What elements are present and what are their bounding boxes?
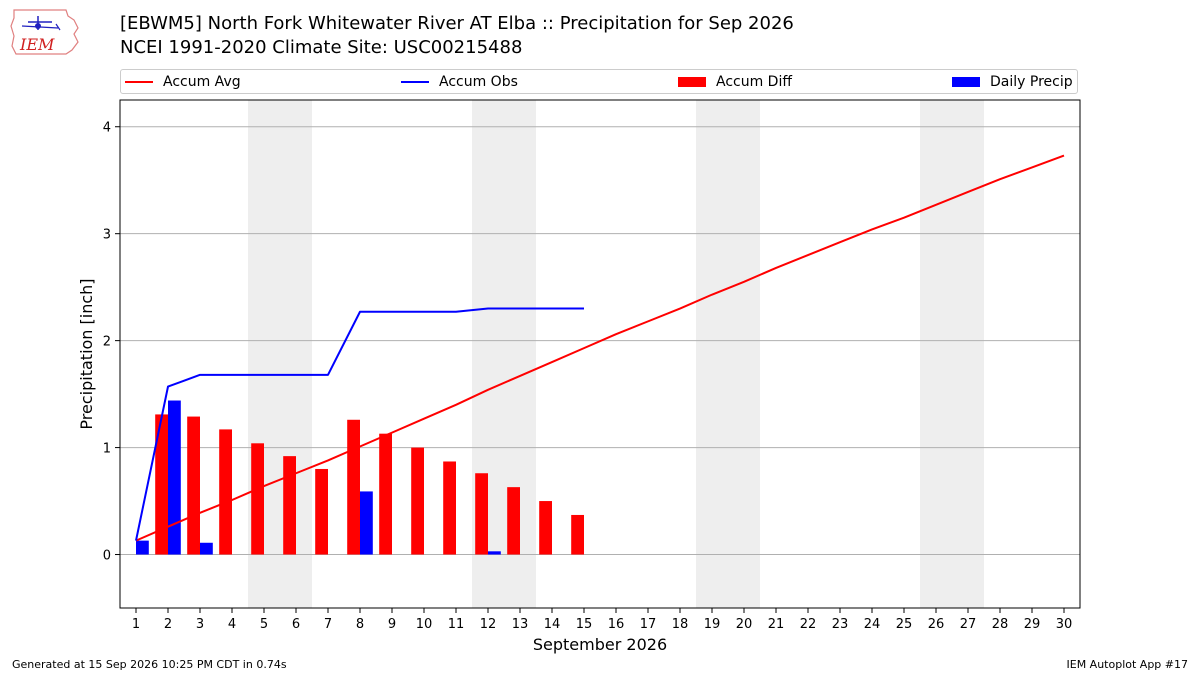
bar-accum-diff-day-14 [539, 501, 552, 555]
x-tick-label-18: 18 [672, 617, 689, 632]
x-tick-label-22: 22 [800, 617, 817, 632]
line-accum-avg [135, 154, 1065, 542]
weekend-band-4 [920, 100, 984, 608]
x-tick-label-28: 28 [992, 617, 1009, 632]
legend: Accum Avg Accum Obs Accum Diff Daily Pre… [120, 69, 1078, 94]
legend-swatch-accum-diff [678, 77, 706, 87]
weekend-band-3 [696, 100, 760, 608]
legend-label-daily-precip: Daily Precip [990, 74, 1073, 90]
bar-daily-precip-day-8 [360, 491, 373, 555]
weekend-bands [248, 100, 984, 608]
bar-accum-diff-day-2 [155, 414, 168, 555]
bars [136, 400, 584, 555]
bar-accum-diff-day-13 [507, 487, 520, 555]
x-tick-label-24: 24 [864, 617, 881, 632]
x-tick-label-17: 17 [640, 617, 657, 632]
bar-accum-diff-day-7 [315, 468, 328, 555]
x-tick-label-8: 8 [356, 617, 364, 632]
x-tick-label-1: 1 [132, 617, 140, 632]
x-tick-label-15: 15 [576, 617, 593, 632]
bar-accum-diff-day-11 [443, 461, 456, 555]
x-tick-label-2: 2 [164, 617, 172, 632]
bar-accum-diff-day-6 [283, 456, 296, 555]
footer-app: IEM Autoplot App #17 [1066, 658, 1189, 671]
gridlines [120, 126, 1080, 556]
bar-daily-precip-day-3 [200, 542, 213, 555]
series-lines [135, 154, 1065, 542]
x-tick-label-30: 30 [1056, 617, 1073, 632]
bar-daily-precip-day-2 [168, 400, 181, 555]
x-tick-label-21: 21 [768, 617, 785, 632]
x-tick-label-25: 25 [896, 617, 913, 632]
legend-swatch-daily-precip [952, 77, 980, 87]
x-tick-label-23: 23 [832, 617, 849, 632]
weekend-band-1 [248, 100, 312, 608]
x-tick-label-11: 11 [448, 617, 465, 632]
legend-swatch-accum-avg [125, 81, 153, 83]
y-tick-label-2: 2 [103, 335, 111, 350]
y-tick-label-4: 4 [103, 121, 111, 136]
x-tick-label-9: 9 [388, 617, 396, 632]
iem-logo: IEM [10, 9, 79, 55]
logo-text: IEM [19, 35, 55, 54]
bar-accum-diff-day-5 [251, 443, 264, 555]
x-tick-label-16: 16 [608, 617, 625, 632]
chart-subtitle: NCEI 1991-2020 Climate Site: USC00215488 [120, 37, 523, 58]
bar-accum-diff-day-9 [379, 433, 392, 555]
bar-accum-diff-day-10 [411, 447, 424, 555]
bar-daily-precip-day-12 [488, 551, 501, 555]
x-tick-label-14: 14 [544, 617, 561, 632]
legend-swatch-accum-obs [401, 81, 429, 83]
bar-accum-diff-day-15 [571, 514, 584, 555]
x-axis-label: September 2026 [533, 635, 667, 654]
bar-accum-diff-day-3 [187, 416, 200, 555]
legend-item-accum-avg: Accum Avg [125, 73, 241, 91]
x-tick-label-27: 27 [960, 617, 977, 632]
chart-title: [EBWM5] North Fork Whitewater River AT E… [120, 13, 794, 34]
y-axis-ticks: 0 1 2 3 4 [103, 121, 120, 564]
y-tick-label-3: 3 [103, 228, 111, 243]
line-accum-obs [135, 307, 584, 541]
x-tick-label-6: 6 [292, 617, 300, 632]
x-tick-label-10: 10 [416, 617, 433, 632]
x-tick-label-19: 19 [704, 617, 721, 632]
bar-accum-diff-day-12 [475, 473, 488, 555]
x-tick-label-5: 5 [260, 617, 268, 632]
legend-label-accum-obs: Accum Obs [439, 74, 518, 90]
x-tick-label-20: 20 [736, 617, 753, 632]
bar-accum-diff-day-4 [219, 429, 232, 555]
legend-label-accum-diff: Accum Diff [716, 74, 793, 90]
legend-item-daily-precip: Daily Precip [952, 73, 1073, 91]
plot-frame [119, 99, 1081, 609]
x-tick-label-7: 7 [324, 617, 332, 632]
footer-generated: Generated at 15 Sep 2026 10:25 PM CDT in… [12, 658, 287, 671]
y-tick-label-0: 0 [103, 549, 111, 564]
bar-daily-precip-day-1 [136, 540, 149, 555]
x-tick-label-13: 13 [512, 617, 529, 632]
x-axis-ticks: 1 2 3 4 5 6 7 8 9 10 11 12 13 14 15 16 17 18 19 20 21 22 23 24 2… [132, 608, 1072, 632]
legend-item-accum-diff: Accum Diff [678, 73, 792, 91]
legend-item-accum-obs: Accum Obs [401, 73, 518, 91]
weekend-band-2 [472, 100, 536, 608]
x-tick-label-29: 29 [1024, 617, 1041, 632]
x-tick-label-3: 3 [196, 617, 204, 632]
x-tick-label-26: 26 [928, 617, 945, 632]
y-axis-label: Precipitation [inch] [77, 278, 96, 429]
bar-accum-diff-day-8 [347, 419, 360, 555]
x-tick-label-4: 4 [228, 617, 236, 632]
y-tick-label-1: 1 [103, 442, 111, 457]
legend-label-accum-avg: Accum Avg [163, 74, 241, 90]
x-tick-label-12: 12 [480, 617, 497, 632]
